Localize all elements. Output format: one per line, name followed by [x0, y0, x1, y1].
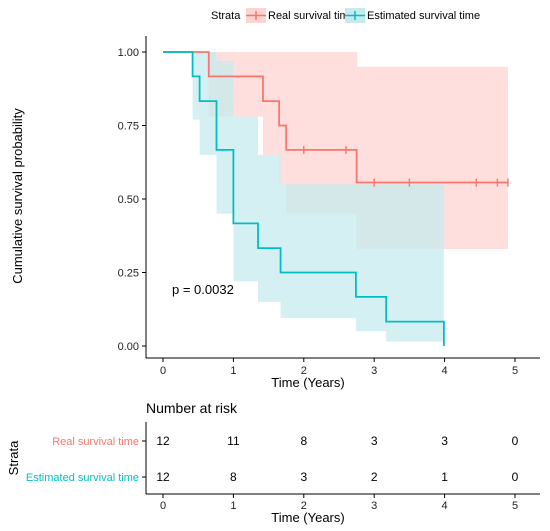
risk-count: 12 — [156, 434, 170, 448]
risk-x-tick-label: 5 — [512, 500, 518, 512]
curve-0 — [163, 51, 508, 184]
legend-entry-estimated: Estimated survival time — [367, 10, 480, 22]
legend: Strata Real survival time Estimated surv… — [211, 8, 480, 23]
risk-count: 2 — [371, 470, 378, 484]
y-tick-label: 1.00 — [118, 47, 139, 59]
risk-x-tick-label: 0 — [160, 500, 166, 512]
risk-row-label: Real survival time — [52, 436, 139, 448]
risk-count: 1 — [441, 470, 448, 484]
x-tick-label: 4 — [442, 365, 448, 377]
risk-count: 0 — [512, 470, 519, 484]
survival-curves — [163, 51, 508, 346]
x-tick-label: 3 — [371, 365, 377, 377]
risk-count: 11 — [227, 434, 240, 448]
risk-y-axis-title: Strata — [6, 440, 21, 475]
main-plot: 0.00 0.25 0.50 0.75 1.00 0 1 2 3 4 5 Time (Years)… — [10, 36, 540, 390]
risk-x-axis-title: Time (Years) — [271, 510, 344, 525]
risk-count: 8 — [230, 470, 237, 484]
risk-table-title: Number at risk — [146, 400, 238, 416]
risk-row-label: Estimated survival time — [26, 472, 139, 484]
risk-count: 3 — [371, 434, 378, 448]
legend-entry-real: Real survival time — [268, 10, 355, 22]
y-ticks: 0.00 0.25 0.50 0.75 1.00 — [118, 47, 146, 353]
risk-x-tick-label: 4 — [442, 500, 448, 512]
risk-x-ticks: 0 1 2 3 4 5 — [160, 494, 518, 512]
y-tick-label: 0.25 — [118, 268, 139, 280]
legend-key-real — [246, 8, 266, 23]
x-ticks: 0 1 2 3 4 5 — [160, 358, 518, 377]
y-tick-label: 0.75 — [118, 121, 139, 133]
risk-count: 3 — [441, 434, 448, 448]
x-axis-title: Time (Years) — [271, 375, 344, 390]
risk-table: Number at risk Real survival time 12 11 8 3 3… — [6, 400, 540, 525]
legend-title: Strata — [211, 10, 241, 22]
x-tick-label: 2 — [301, 365, 307, 377]
x-tick-label: 1 — [230, 365, 236, 377]
y-tick-label: 0.50 — [118, 194, 139, 206]
x-tick-label: 0 — [160, 365, 166, 377]
risk-count: 3 — [300, 470, 307, 484]
confidence-ribbons — [163, 52, 508, 342]
risk-count: 8 — [300, 434, 307, 448]
risk-x-tick-label: 3 — [371, 500, 377, 512]
risk-x-tick-label: 1 — [230, 500, 236, 512]
p-value-annotation: p = 0.0032 — [172, 282, 234, 297]
censor-marks — [303, 145, 509, 187]
risk-x-tick-label: 2 — [301, 500, 307, 512]
risk-count: 12 — [156, 470, 170, 484]
y-axis-title: Cumulative survival probability — [10, 108, 25, 284]
y-tick-label: 0.00 — [118, 341, 139, 353]
ribbon-1 — [163, 52, 444, 342]
legend-key-estimated — [345, 8, 365, 23]
x-tick-label: 5 — [512, 365, 518, 377]
curve-1 — [163, 51, 445, 346]
risk-count: 0 — [512, 434, 519, 448]
